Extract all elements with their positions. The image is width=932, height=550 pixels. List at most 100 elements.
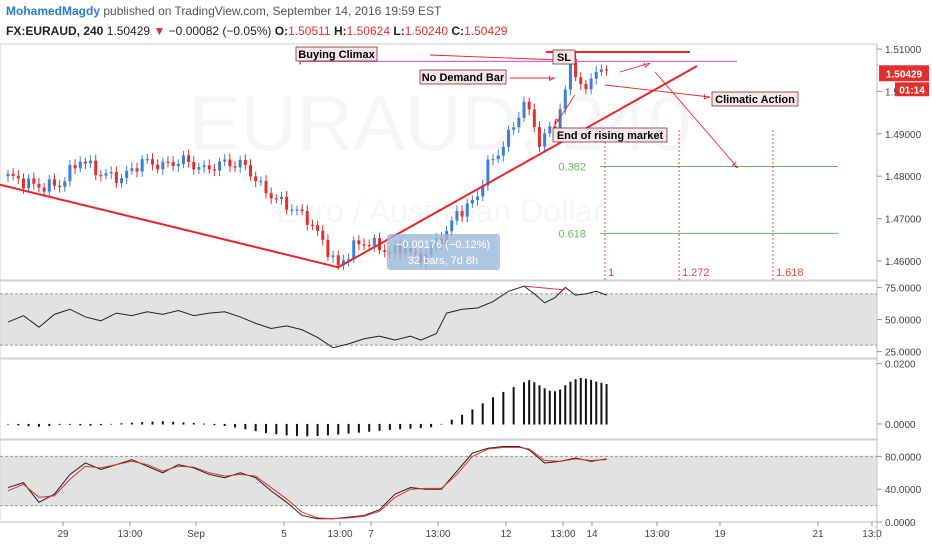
candle-body [347, 259, 351, 261]
candle-body [78, 161, 82, 169]
no-demand-arrow-head [549, 75, 556, 82]
price-tick-label: 1.47000 [885, 215, 922, 226]
candle-body [52, 179, 56, 186]
annotation-text: No Demand Bar [422, 72, 505, 84]
candle-body [295, 209, 299, 211]
candle-body [522, 101, 526, 118]
oscillator-2-plot [7, 378, 608, 437]
down-trend-line [0, 183, 339, 269]
candle-body [42, 187, 46, 192]
candle-body [527, 101, 531, 110]
candle-body [223, 159, 227, 162]
oscillator-3-plot [0, 446, 877, 520]
time-tick-label: 29 [57, 529, 69, 540]
down-arrow-icon: ▼ [153, 24, 166, 38]
oscillator-2-pane[interactable] [0, 358, 878, 440]
time-tick-label: Sep [187, 529, 205, 540]
candle-body [543, 133, 547, 147]
annotation-box [295, 46, 378, 62]
candle-body [207, 165, 211, 170]
axes-layer: 1.510001.500001.490001.480001.470001.460… [57, 45, 929, 540]
candle-body [259, 180, 263, 183]
end-of-rising-arrow [554, 94, 576, 126]
candle-body [187, 155, 191, 162]
time-tick-label: 5 [281, 529, 287, 540]
candle-body [120, 178, 124, 184]
annotation-box [552, 127, 668, 143]
close-value: 1.50429 [464, 24, 508, 38]
chart-header: MohamedMagdy published on TradingView.co… [0, 0, 932, 44]
author-link[interactable]: MohamedMagdy [6, 4, 101, 18]
time-tick-label: 13:00 [550, 529, 575, 540]
candle-body [563, 89, 567, 110]
candle-body [238, 159, 242, 168]
price-tick-label: 1.49000 [885, 130, 922, 141]
climatic-action-arrow [604, 84, 711, 98]
candle-body [310, 224, 314, 227]
candle-body [599, 69, 603, 72]
candle-body [94, 160, 98, 176]
candle-body [336, 255, 340, 266]
candle-body [140, 159, 144, 172]
candle-body [114, 172, 118, 184]
high-value: 1.50624 [346, 24, 391, 38]
publish-text: published on TradingView.com, September … [103, 4, 442, 18]
candle-body [589, 78, 593, 90]
candle-body [150, 159, 154, 165]
price-tick-label: 1.51000 [885, 45, 922, 56]
oscillator-1-tick-label: 50.0000 [885, 316, 922, 327]
candle-body [470, 199, 474, 204]
candle-body [99, 175, 103, 177]
watermark-symbol: EURAUD, 240 [189, 79, 692, 167]
annotation-layer: Buying Climax No Demand Bar SL Climatic Act… [295, 46, 799, 143]
oscillator-3-tick-label: 0.0000 [885, 518, 916, 529]
candle-body [455, 211, 459, 221]
continuation-arrow-head [643, 62, 651, 68]
oscillator-1-tick-label: 25.0000 [885, 348, 922, 359]
candle-body [156, 164, 160, 170]
candle-body [233, 166, 237, 168]
candle-body [212, 169, 216, 171]
climatic-action-arrow-head [703, 94, 711, 100]
candle-body [202, 165, 206, 168]
candle-body [305, 211, 309, 225]
annotation-text: End of rising market [557, 130, 664, 142]
fib-level-label: 0.618 [558, 228, 586, 240]
last-price-badge [879, 65, 929, 82]
up-trend-line [337, 65, 698, 269]
candle-body [357, 240, 361, 245]
annotation-text: SL [557, 52, 571, 64]
oscillator-3-series-1 [7, 446, 607, 520]
candle-body [73, 165, 77, 169]
open-value: 1.50511 [288, 24, 331, 38]
time-tick-label: 13:0 [862, 529, 882, 540]
candle-body [58, 185, 62, 187]
price-tick-label: 1.46000 [885, 257, 922, 268]
candle-body [300, 209, 304, 212]
candle-body [171, 161, 175, 167]
symbol-label[interactable]: FX:EURAUD, 240 [6, 24, 104, 38]
candle-body [290, 209, 294, 211]
candle-body [512, 127, 516, 130]
last-price: 1.50429 [106, 24, 151, 38]
candle-body [249, 164, 253, 177]
measure-duration: 32 bars, 7d 8h [408, 255, 478, 267]
candle-body [89, 160, 93, 164]
candle-body [243, 159, 247, 165]
overlays-layer: 0.382 0.618 1 1.272 1.618 −0.00176 (−0.12%) 32… [0, 51, 838, 280]
candle-body [135, 168, 139, 172]
buying-climax-arrow [429, 54, 561, 61]
high-label: H: [333, 24, 347, 38]
end-of-rising-arrow-head [554, 118, 561, 126]
low-value: 1.50240 [404, 24, 449, 38]
close-label: C: [451, 24, 465, 38]
candle-body [481, 185, 485, 197]
oscillator-2-tick-label: 0.0200 [885, 360, 916, 371]
candle-body [450, 220, 454, 232]
candle-body [326, 239, 330, 258]
candle-body [176, 163, 180, 167]
open-label: O: [274, 24, 289, 38]
candle-body [264, 180, 268, 194]
candle-body [109, 172, 113, 174]
